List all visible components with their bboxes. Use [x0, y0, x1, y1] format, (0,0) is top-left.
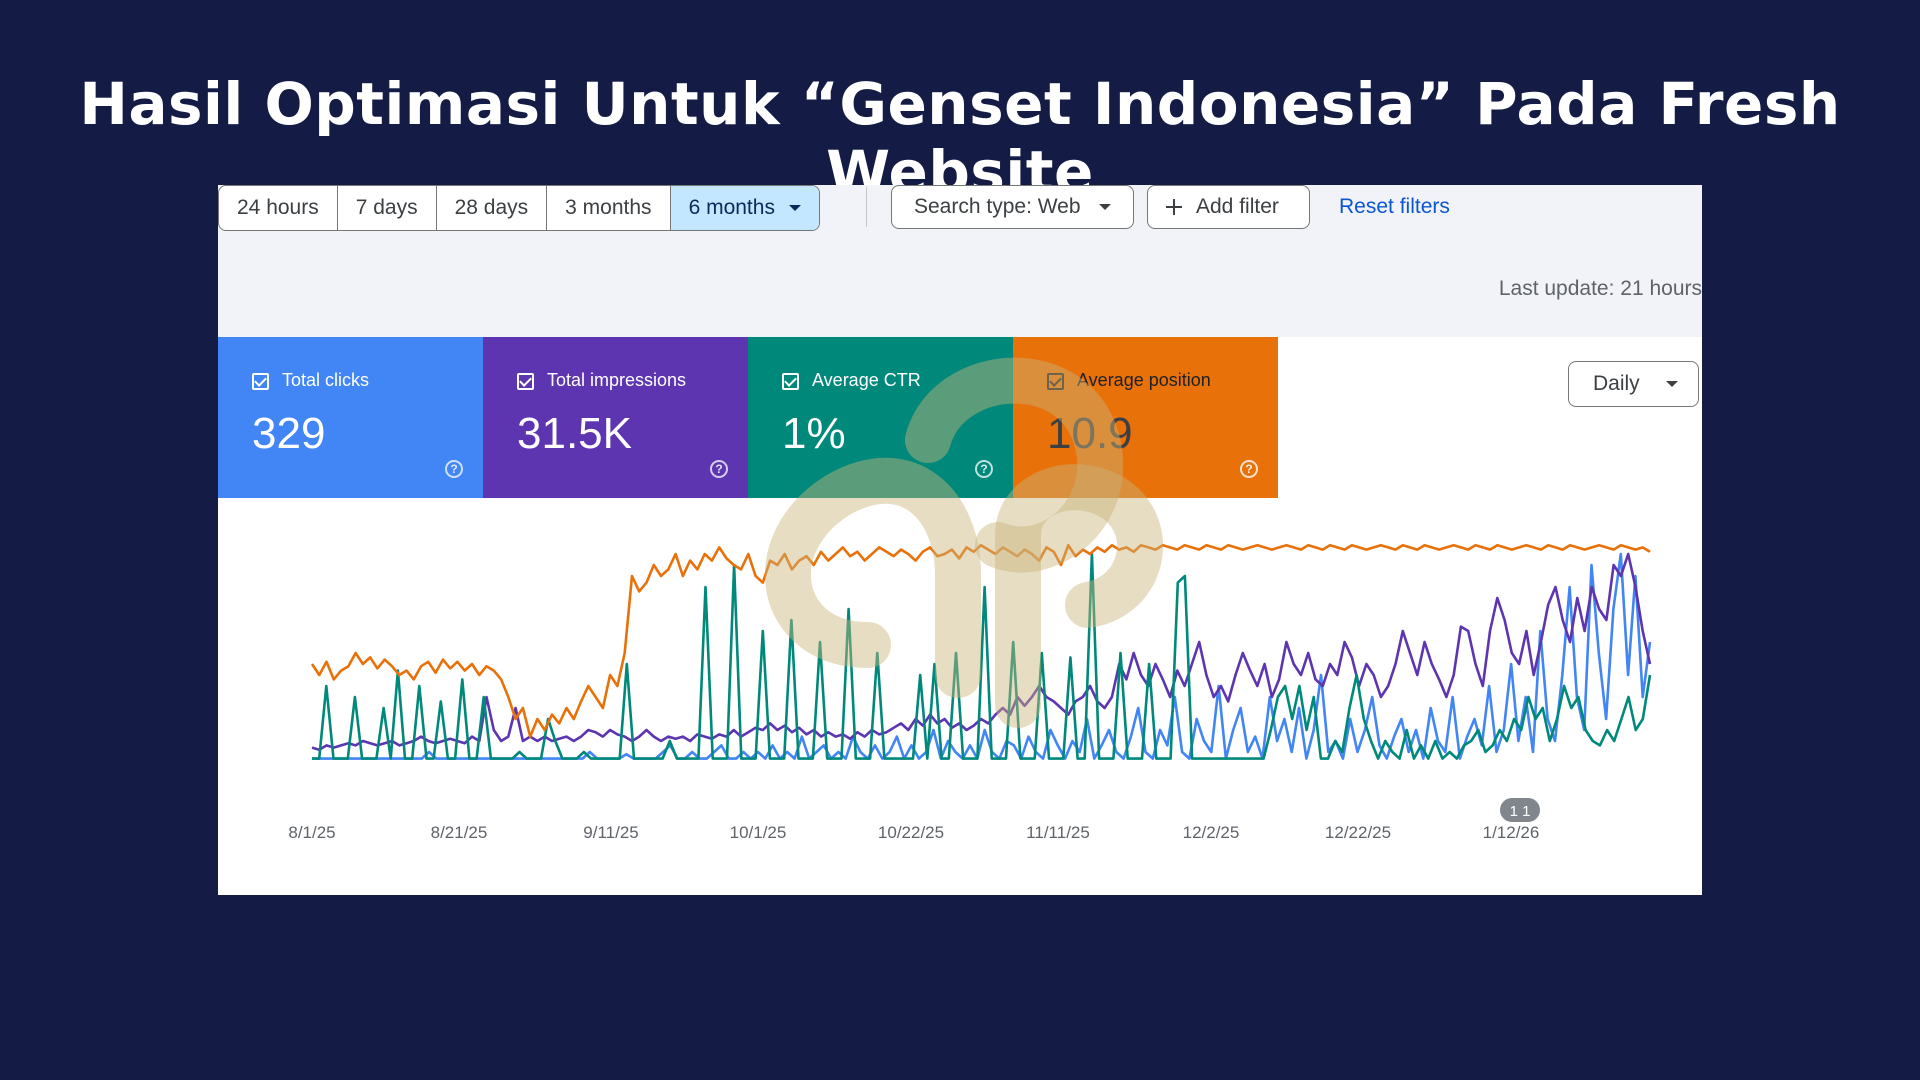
metric-card-total-impressions[interactable]: Total impressions 31.5K ? [483, 337, 748, 498]
annotation-marker[interactable]: 1 1 [1500, 798, 1540, 822]
metric-value: 329 [252, 409, 326, 458]
metric-label: Average CTR [812, 370, 921, 390]
caret-down-icon [788, 205, 801, 211]
x-tick-label: 10/1/25 [730, 823, 787, 842]
metric-label: Total clicks [282, 370, 370, 390]
toolbar-divider [866, 187, 867, 227]
metric-card-average-ctr[interactable]: Average CTR 1% ? [748, 337, 1013, 498]
metric-value: 31.5K [517, 409, 632, 458]
metric-value: 10.9 [1047, 409, 1133, 458]
annotation-label: 1 1 [1510, 803, 1531, 820]
search-type-label: Search type: Web [914, 195, 1081, 218]
checkbox-checked-icon[interactable] [782, 373, 799, 390]
range-6-months-label: 6 months [688, 196, 775, 219]
range-24-hours[interactable]: 24 hours [219, 186, 338, 230]
series-line-total-impressions [311, 552, 1652, 752]
help-icon[interactable]: ? [710, 460, 728, 478]
series-line-average-ctr [312, 552, 1652, 760]
range-3-months[interactable]: 3 months [547, 186, 671, 230]
granularity-label: Daily [1593, 372, 1640, 395]
help-icon[interactable]: ? [445, 460, 463, 478]
x-tick-label: 11/11/25 [1026, 823, 1090, 842]
performance-chart: 8/1/25 8/21/25 9/11/25 10/1/25 10/22/25 11/11… [288, 543, 1652, 842]
checkbox-checked-icon[interactable] [252, 373, 269, 390]
checkbox-checked-icon[interactable] [517, 373, 534, 390]
x-tick-label: 1/12/26 [1483, 823, 1540, 842]
range-7-days[interactable]: 7 days [338, 186, 437, 230]
metric-label: Total impressions [547, 370, 687, 390]
help-icon[interactable]: ? [975, 460, 993, 478]
series-line-average-position [310, 543, 1651, 738]
x-tick-label: 12/2/25 [1183, 823, 1240, 842]
help-icon[interactable]: ? [1240, 460, 1258, 478]
x-tick-label: 8/1/25 [288, 823, 335, 842]
add-filter-label: Add filter [1196, 195, 1279, 218]
search-console-panel: 24 hours 7 days 28 days 3 months 6 month… [218, 185, 1702, 895]
range-6-months[interactable]: 6 months [670, 186, 819, 230]
page-title: Hasil Optimasi Untuk “Genset Indonesia” … [79, 70, 1841, 206]
x-tick-label: 9/11/25 [583, 823, 638, 842]
x-tick-label: 8/21/25 [431, 823, 488, 842]
plus-icon [1166, 199, 1182, 215]
reset-filters-link[interactable]: Reset filters [1339, 195, 1450, 218]
caret-down-icon [1666, 381, 1678, 387]
metric-card-total-clicks[interactable]: Total clicks 329 ? [218, 337, 483, 498]
range-28-days[interactable]: 28 days [437, 186, 548, 230]
metric-label: Average position [1077, 370, 1211, 390]
granularity-dropdown[interactable]: Daily [1568, 361, 1699, 407]
x-tick-label: 12/22/25 [1325, 823, 1391, 842]
metric-value: 1% [782, 409, 846, 458]
x-tick-label: 10/22/25 [878, 823, 944, 842]
metric-card-average-position[interactable]: Average position 10.9 ? [1013, 337, 1278, 498]
search-type-dropdown[interactable]: Search type: Web [891, 185, 1134, 229]
last-update-text: Last update: 21 hours [1498, 277, 1702, 300]
date-range-selector: 24 hours 7 days 28 days 3 months 6 month… [218, 185, 820, 231]
add-filter-button[interactable]: Add filter [1147, 185, 1310, 229]
caret-down-icon [1099, 204, 1111, 210]
checkbox-checked-icon[interactable] [1047, 373, 1064, 390]
